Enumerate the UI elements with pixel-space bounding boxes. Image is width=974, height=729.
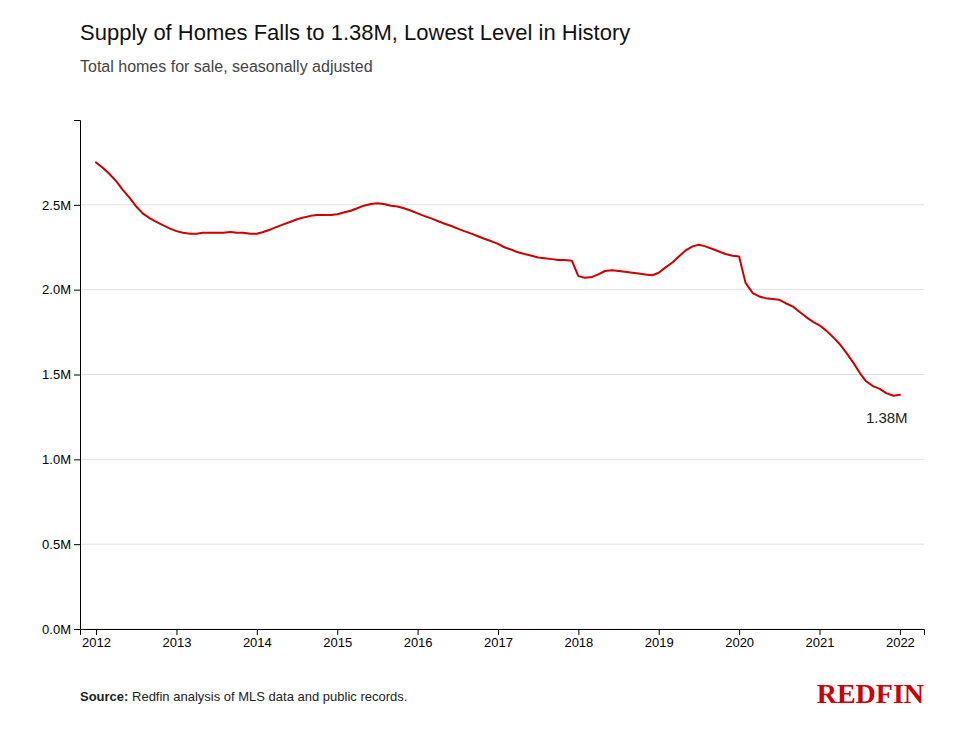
y-axis: 0.0M 0.5M 1.0M 1.5M 2.0M 2.5M	[42, 121, 80, 637]
x-tick-label: 2021	[806, 635, 835, 650]
x-tick: 2019	[645, 629, 674, 650]
y-tick-mark	[74, 629, 80, 630]
x-tick: 2016	[404, 629, 433, 650]
x-tick-mark	[659, 629, 660, 635]
grid-line	[80, 204, 924, 205]
y-tick-label: 1.5M	[42, 367, 71, 382]
x-tick-mark	[337, 629, 338, 635]
chart-svg: Supply of Homes Falls to 1.38M, Lowest L…	[0, 0, 974, 729]
x-tick: 2012	[82, 629, 111, 650]
x-tick-mark	[498, 629, 499, 635]
y-tick: 2.0M	[42, 282, 80, 297]
x-tick-label: 2020	[725, 635, 754, 650]
x-tick-mark	[257, 629, 258, 635]
y-tick-label: 0.0M	[42, 622, 71, 637]
chart-container: Supply of Homes Falls to 1.38M, Lowest L…	[0, 0, 974, 729]
y-tick-mark	[74, 544, 80, 545]
x-tick: 2017	[484, 629, 513, 650]
annotation: 1.38M	[866, 409, 908, 426]
grid	[80, 205, 924, 629]
x-tick-mark	[176, 629, 177, 635]
x-tick-label: 2017	[484, 635, 513, 650]
plot-area: 0.0M 0.5M 1.0M 1.5M 2.0M 2.5M 2012 2013 2014 2015…	[42, 121, 924, 651]
x-tick: 2013	[162, 629, 191, 650]
title: Supply of Homes Falls to 1.38M, Lowest L…	[80, 20, 630, 45]
x-tick-mark	[739, 629, 740, 635]
y-tick-mark	[74, 459, 80, 460]
x-tick-label: 2022	[886, 635, 915, 650]
x-tick-label: 2013	[162, 635, 191, 650]
grid-line	[80, 459, 924, 460]
marks	[96, 162, 900, 395]
y-tick-mark	[74, 205, 80, 206]
logo: REDFIN	[817, 678, 924, 709]
grid-line	[80, 544, 924, 545]
x-tick: 2021	[806, 629, 835, 650]
y-tick: 0.5M	[42, 537, 80, 552]
x-tick: 2018	[564, 629, 593, 650]
x-tick-mark	[820, 629, 821, 635]
x-tick: 2022	[886, 629, 915, 650]
source-label: Source:	[80, 689, 128, 704]
y-axis-line	[74, 121, 81, 630]
x-tick-label: 2014	[243, 635, 272, 650]
y-tick: 1.5M	[42, 367, 80, 382]
x-tick-label: 2018	[564, 635, 593, 650]
x-tick-mark	[418, 629, 419, 635]
x-tick-mark	[578, 629, 579, 635]
y-tick-label: 1.0M	[42, 452, 71, 467]
x-tick-label: 2012	[82, 635, 111, 650]
x-tick-label: 2016	[404, 635, 433, 650]
x-axis: 2012 2013 2014 2015 2016 2017 2018 2019 2020 2021…	[81, 629, 925, 650]
x-tick-mark	[900, 629, 901, 635]
grid-line	[80, 289, 924, 290]
y-tick: 1.0M	[42, 452, 80, 467]
data-line	[96, 162, 900, 395]
x-tick-label: 2019	[645, 635, 674, 650]
subtitle: Total homes for sale, seasonally adjuste…	[80, 58, 373, 75]
y-tick-label: 2.5M	[42, 197, 71, 212]
y-tick: 0.0M	[42, 622, 80, 637]
x-tick: 2015	[323, 629, 352, 650]
x-axis-line	[81, 630, 925, 636]
source-text: Redfin analysis of MLS data and public r…	[128, 689, 407, 704]
y-tick: 2.5M	[42, 197, 80, 212]
y-tick-label: 2.0M	[42, 282, 71, 297]
x-tick: 2014	[243, 629, 272, 650]
y-tick-label: 0.5M	[42, 537, 71, 552]
x-tick-mark	[96, 629, 97, 635]
grid-line	[80, 374, 924, 375]
x-tick: 2020	[725, 629, 754, 650]
x-tick-label: 2015	[323, 635, 352, 650]
y-tick-mark	[74, 375, 80, 376]
source: Source: Redfin analysis of MLS data and …	[80, 689, 407, 704]
y-tick-mark	[74, 290, 80, 291]
